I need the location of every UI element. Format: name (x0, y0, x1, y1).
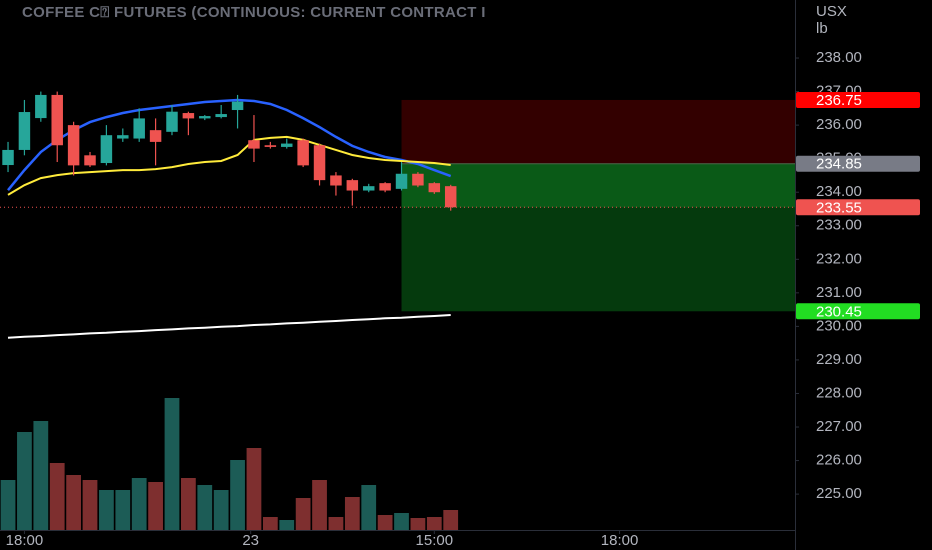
volume-bar (246, 448, 262, 530)
volume-bar (66, 475, 81, 530)
volume-bar (328, 517, 344, 530)
volume-bar (213, 490, 229, 530)
volume-bar (295, 498, 311, 530)
candle-body (412, 173, 424, 186)
candle-body (444, 186, 457, 208)
y-tick-label: 229.00 (816, 351, 862, 368)
volume-bar (115, 490, 131, 530)
volume-bar (262, 517, 278, 530)
y-tick-label: 232.00 (816, 250, 862, 267)
y-tick-label: 236.00 (816, 116, 862, 133)
target-price-label-bg (796, 303, 920, 320)
last-price-label-bg (796, 199, 920, 216)
candle-body (84, 155, 96, 166)
volume-bar (410, 518, 426, 530)
y-tick-label: 231.00 (816, 284, 862, 301)
candle-body (362, 186, 375, 191)
unit-label: lb (816, 20, 828, 37)
candle-body (313, 145, 326, 181)
volume-bar (49, 463, 65, 530)
candle-body (379, 183, 391, 191)
entry-price-label-bg (796, 155, 920, 172)
chart-title: COFFEE C⍰ FUTURES (CONTINUOUS: CURRENT C… (22, 4, 486, 21)
volume-bar (197, 485, 213, 530)
entry-price-label: 234.85 (816, 156, 862, 173)
volume-bar (344, 497, 360, 530)
stop-zone (401, 99, 795, 164)
candle-body (264, 145, 277, 147)
candle-body (67, 125, 80, 166)
y-tick-label: 226.00 (816, 452, 862, 469)
volume-bar (0, 480, 16, 530)
candle-body (149, 130, 162, 142)
candle-body (297, 140, 309, 166)
moving-average (7, 314, 451, 339)
volume-bar (361, 485, 377, 530)
moving-average (7, 135, 451, 196)
target-zone-highlight (401, 163, 795, 208)
target-price-label: 230.45 (816, 303, 862, 320)
volume-bar (181, 478, 196, 530)
candle-body (182, 113, 195, 119)
y-tick-label: 230.00 (816, 317, 862, 334)
x-tick-label: 23 (242, 532, 259, 549)
y-tick-label: 233.00 (816, 217, 862, 234)
last-price-label: 233.55 (816, 199, 862, 216)
volume-bar (443, 510, 459, 530)
moving-average (7, 98, 452, 191)
candle-body (346, 180, 359, 191)
candle-body (281, 143, 293, 147)
y-tick-label: 225.00 (816, 485, 862, 502)
stop-price-label: 236.75 (816, 92, 862, 109)
candle-body (100, 135, 113, 164)
volume-bar (82, 480, 98, 530)
candle-body (166, 111, 178, 132)
candle-body (2, 149, 14, 166)
candle-body (428, 183, 441, 193)
x-tick-label: 18:00 (6, 532, 44, 549)
volume-bar (279, 520, 295, 530)
y-tick-label: 227.00 (816, 418, 862, 435)
plot-area (0, 91, 795, 530)
volume-bar (131, 478, 147, 530)
volume-bar (394, 513, 409, 530)
candle-body (330, 175, 342, 186)
candle-body (215, 114, 227, 118)
candle-body (117, 135, 129, 139)
x-tick-label: 15:00 (416, 532, 454, 549)
candle-body (51, 94, 63, 146)
candle-body (133, 118, 145, 139)
candle-body (395, 173, 408, 189)
volume-bar (377, 515, 393, 530)
candle-body (35, 94, 47, 119)
y-tick-label: 234.00 (816, 183, 862, 200)
volume-bar (312, 480, 327, 530)
candle-body (231, 101, 244, 111)
y-tick-label: 228.00 (816, 384, 862, 401)
volume-bar (33, 421, 49, 530)
volume-bar (17, 432, 32, 530)
y-tick-label: 238.00 (816, 49, 862, 66)
candle-body (248, 140, 260, 149)
candle-body (199, 116, 211, 119)
x-tick-label: 18:00 (601, 532, 639, 549)
candle-body (18, 112, 31, 150)
volume-bar (426, 517, 442, 530)
volume-bar (230, 460, 245, 530)
volume-bar (164, 398, 180, 530)
price-axis: 225.00 226.00 227.00 228.00 229.00 230.00 231.… (795, 49, 920, 502)
volume-bar (99, 490, 114, 530)
unit-label: USX (816, 3, 847, 20)
stop-price-label-bg (796, 91, 920, 108)
volume-bar (148, 482, 163, 530)
